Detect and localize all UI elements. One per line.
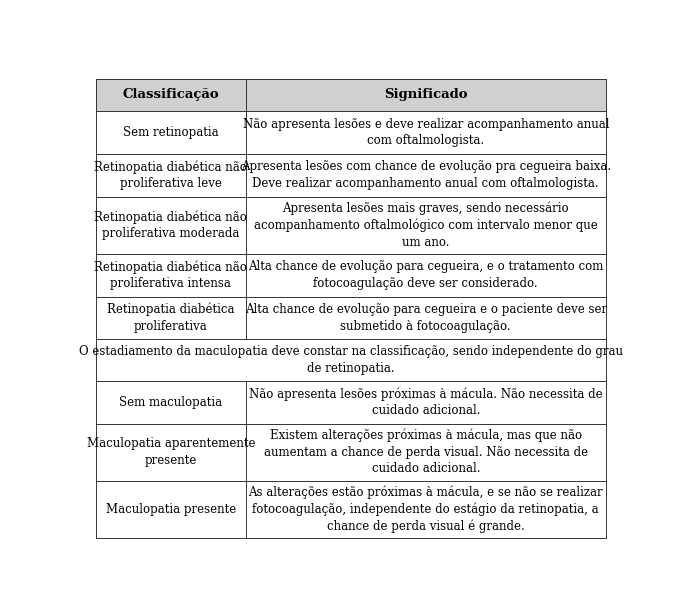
Text: Alta chance de evolução para cegueira e o paciente deve ser
submetido à fotocoag: Alta chance de evolução para cegueira e … — [245, 304, 607, 333]
Bar — [96, 254, 605, 297]
Text: Alta chance de evolução para cegueira, e o tratamento com
fotocoagulação deve se: Alta chance de evolução para cegueira, e… — [248, 260, 603, 290]
Bar — [96, 424, 605, 481]
Text: Apresenta lesões com chance de evolução pra cegueira baixa.
Deve realizar acompa: Apresenta lesões com chance de evolução … — [241, 160, 611, 190]
Text: Maculopatia aparentemente
presente: Maculopatia aparentemente presente — [87, 437, 255, 467]
Bar — [96, 297, 605, 339]
Text: Sem maculopatia: Sem maculopatia — [119, 396, 222, 409]
Text: Existem alterações próximas à mácula, mas que não
aumentam a chance de perda vis: Existem alterações próximas à mácula, ma… — [264, 429, 588, 475]
Text: Maculopatia presente: Maculopatia presente — [105, 503, 236, 515]
Text: Retinopatia diabética não
proliferativa intensa: Retinopatia diabética não proliferativa … — [94, 260, 247, 290]
Text: O estadiamento da maculopatia deve constar na classificação, sendo independente : O estadiamento da maculopatia deve const… — [79, 345, 622, 375]
Text: Não apresenta lesões e deve realizar acompanhamento anual
com oftalmologista.: Não apresenta lesões e deve realizar aco… — [243, 118, 609, 147]
Bar — [96, 339, 605, 381]
Text: Sem retinopatia: Sem retinopatia — [123, 126, 219, 139]
Text: Retinopatia diabética
proliferativa: Retinopatia diabética proliferativa — [107, 303, 235, 333]
Bar — [96, 111, 605, 154]
Text: As alterações estão próximas à mácula, e se não se realizar
fotocoagulação, inde: As alterações estão próximas à mácula, e… — [248, 485, 603, 533]
Bar — [96, 79, 605, 111]
Text: Retinopatia diabética não
proliferativa moderada: Retinopatia diabética não proliferativa … — [94, 210, 247, 240]
Text: Significado: Significado — [384, 89, 468, 101]
Text: Retinopatia diabética não
proliferativa leve: Retinopatia diabética não proliferativa … — [94, 160, 247, 190]
Text: Classificação: Classificação — [122, 89, 219, 101]
Bar — [96, 197, 605, 254]
Bar — [96, 381, 605, 424]
Text: Não apresenta lesões próximas à mácula. Não necessita de
cuidado adicional.: Não apresenta lesões próximas à mácula. … — [249, 387, 603, 417]
Bar — [96, 154, 605, 197]
Text: Apresenta lesões mais graves, sendo necessário
acompanhamento oftalmológico com : Apresenta lesões mais graves, sendo nece… — [254, 202, 598, 249]
Bar — [96, 481, 605, 538]
